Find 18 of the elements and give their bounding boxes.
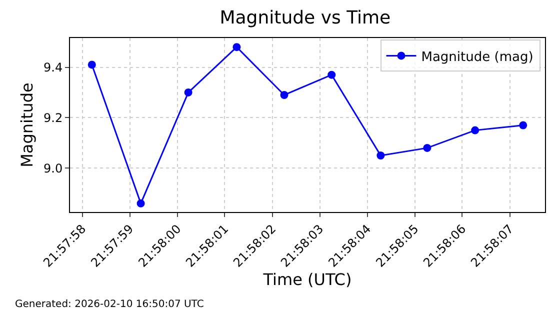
point — [471, 126, 480, 134]
point — [280, 90, 288, 99]
y-tick-label: 9.0 — [44, 161, 63, 176]
y-tick-label: 9.2 — [44, 110, 63, 125]
point — [376, 152, 385, 160]
point — [184, 88, 192, 96]
point — [519, 121, 528, 130]
point — [88, 60, 96, 69]
y-tick-label: 9.4 — [44, 60, 63, 74]
legend-label: Magnitude (mag) — [421, 50, 534, 65]
point — [423, 144, 432, 152]
y-axis-title: Magnitude — [17, 82, 36, 168]
point — [232, 43, 241, 52]
chart-title: Magnitude vs Time — [220, 8, 391, 29]
point — [136, 199, 145, 208]
x-axis-title: Time (UTC) — [262, 270, 352, 289]
point — [328, 70, 336, 79]
text: Generated: 2026-02-10 16:50:07 UTC — [15, 299, 204, 310]
